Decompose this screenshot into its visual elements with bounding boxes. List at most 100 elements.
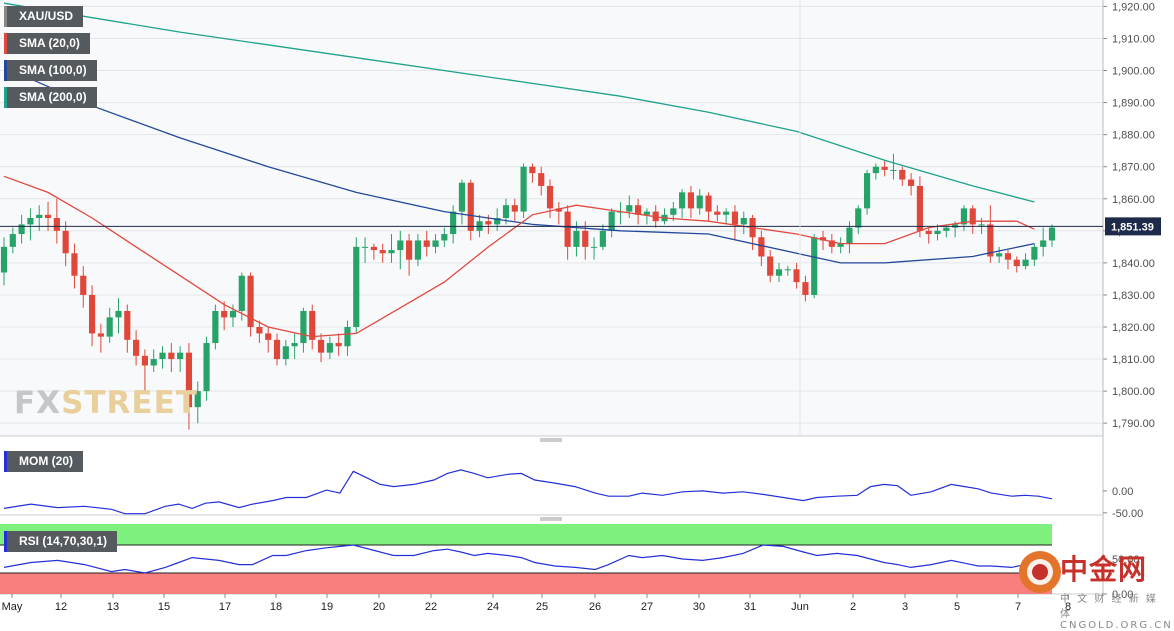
candle-down	[89, 295, 95, 333]
candle-up	[776, 269, 782, 275]
candle-up	[978, 224, 984, 225]
candle-down	[582, 231, 588, 247]
x-tick-label: 18	[270, 601, 282, 613]
y-tick-label: 1,790.00	[1112, 418, 1155, 430]
candle-up	[459, 183, 465, 212]
candle-up	[397, 240, 403, 250]
candle-down	[54, 218, 60, 231]
candle-up	[212, 311, 218, 343]
candle-down	[133, 340, 139, 356]
candle-down	[168, 353, 174, 359]
candle-up	[432, 240, 438, 246]
candle-down	[899, 170, 905, 180]
x-tick-label: 5	[954, 601, 960, 613]
candle-down	[705, 196, 711, 212]
candle-up	[573, 231, 579, 247]
x-tick-label: 25	[536, 601, 548, 613]
candle-down	[917, 186, 923, 231]
candle-down	[485, 221, 491, 224]
candle-up	[644, 212, 650, 215]
candle-up	[609, 212, 615, 231]
y-tick-label: 1,900.00	[1112, 66, 1155, 78]
candle-up	[996, 253, 1002, 256]
candle-up	[697, 196, 703, 209]
candle-down	[987, 224, 993, 256]
candle-up	[203, 343, 209, 391]
x-tick-label: 24	[487, 601, 499, 613]
candle-down	[882, 167, 888, 170]
candle-down	[529, 167, 535, 173]
candle-up	[811, 237, 817, 295]
candle-up	[388, 250, 394, 253]
candle-down	[1014, 260, 1020, 266]
candle-up	[159, 353, 165, 359]
candle-down	[547, 186, 553, 208]
candle-down	[80, 276, 86, 295]
mom-tick-label: 0.00	[1112, 486, 1133, 498]
cngold-sub: 中 文 财 经 新 媒 体 CNGOLD.ORG.CN	[1060, 590, 1174, 631]
y-tick-label: 1,820.00	[1112, 322, 1155, 334]
y-tick-label: 1,870.00	[1112, 162, 1155, 174]
candle-up	[107, 317, 113, 336]
candle-up	[115, 311, 121, 317]
candle-up	[344, 327, 350, 346]
candle-up	[441, 234, 447, 240]
y-tick-label: 1,860.00	[1112, 194, 1155, 206]
candle-down	[802, 282, 808, 295]
candle-up	[292, 343, 298, 346]
cngold-name: 中金网	[1060, 548, 1147, 588]
x-tick-label: 2	[850, 601, 856, 613]
sma20-tag[interactable]: SMA (20,0)	[4, 33, 90, 54]
candle-up	[1031, 247, 1037, 260]
candle-down	[256, 327, 262, 333]
candle-up	[679, 192, 685, 208]
candle-down	[265, 333, 271, 339]
x-tick-label: 27	[641, 601, 653, 613]
resize-handle-mom[interactable]	[540, 516, 562, 522]
rsi-tag[interactable]: RSI (14,70,30,1)	[4, 531, 117, 552]
fxstreet-watermark: FXSTREET	[14, 385, 198, 421]
candle-up	[239, 276, 245, 311]
candle-down	[688, 192, 694, 208]
candle-up	[873, 167, 879, 173]
candle-down	[714, 212, 720, 215]
candle-up	[1049, 228, 1055, 241]
candle-up	[785, 269, 791, 270]
candle-down	[565, 212, 571, 247]
candle-down	[424, 240, 430, 246]
y-tick-label: 1,880.00	[1112, 130, 1155, 142]
mom-tag[interactable]: MOM (20)	[4, 451, 83, 472]
x-tick-label: 26	[589, 601, 601, 613]
candle-down	[98, 333, 104, 336]
current-price-label: 1,851.39	[1111, 221, 1154, 233]
candle-down	[538, 173, 544, 186]
candle-down	[406, 240, 412, 259]
rsi-oversold-zone	[0, 573, 1052, 594]
candle-up	[626, 205, 632, 211]
y-tick-label: 1,910.00	[1112, 33, 1155, 45]
candle-up	[670, 208, 676, 214]
candle-down	[908, 180, 914, 186]
candle-down	[45, 215, 51, 218]
sma200-tag[interactable]: SMA (200,0)	[4, 87, 97, 108]
candle-down	[336, 343, 342, 346]
candle-up	[934, 231, 940, 234]
candle-down	[732, 212, 738, 225]
sma100-tag[interactable]: SMA (100,0)	[4, 60, 97, 81]
x-tick-label: May	[2, 601, 23, 613]
y-tick-label: 1,830.00	[1112, 290, 1155, 302]
x-tick-label: Jun	[791, 601, 809, 613]
candle-up	[855, 208, 861, 227]
candle-up	[591, 247, 597, 248]
y-tick-label: 1,810.00	[1112, 354, 1155, 366]
candle-up	[36, 215, 42, 218]
candle-down	[512, 205, 518, 211]
mom-panel-bg	[0, 445, 1103, 515]
candle-up	[600, 231, 606, 247]
candle-up	[503, 205, 509, 218]
symbol-tag[interactable]: XAU/USD	[4, 6, 83, 27]
x-tick-label: 31	[744, 601, 756, 613]
candle-up	[741, 218, 747, 224]
x-tick-label: 30	[693, 601, 705, 613]
candle-down	[794, 269, 800, 282]
